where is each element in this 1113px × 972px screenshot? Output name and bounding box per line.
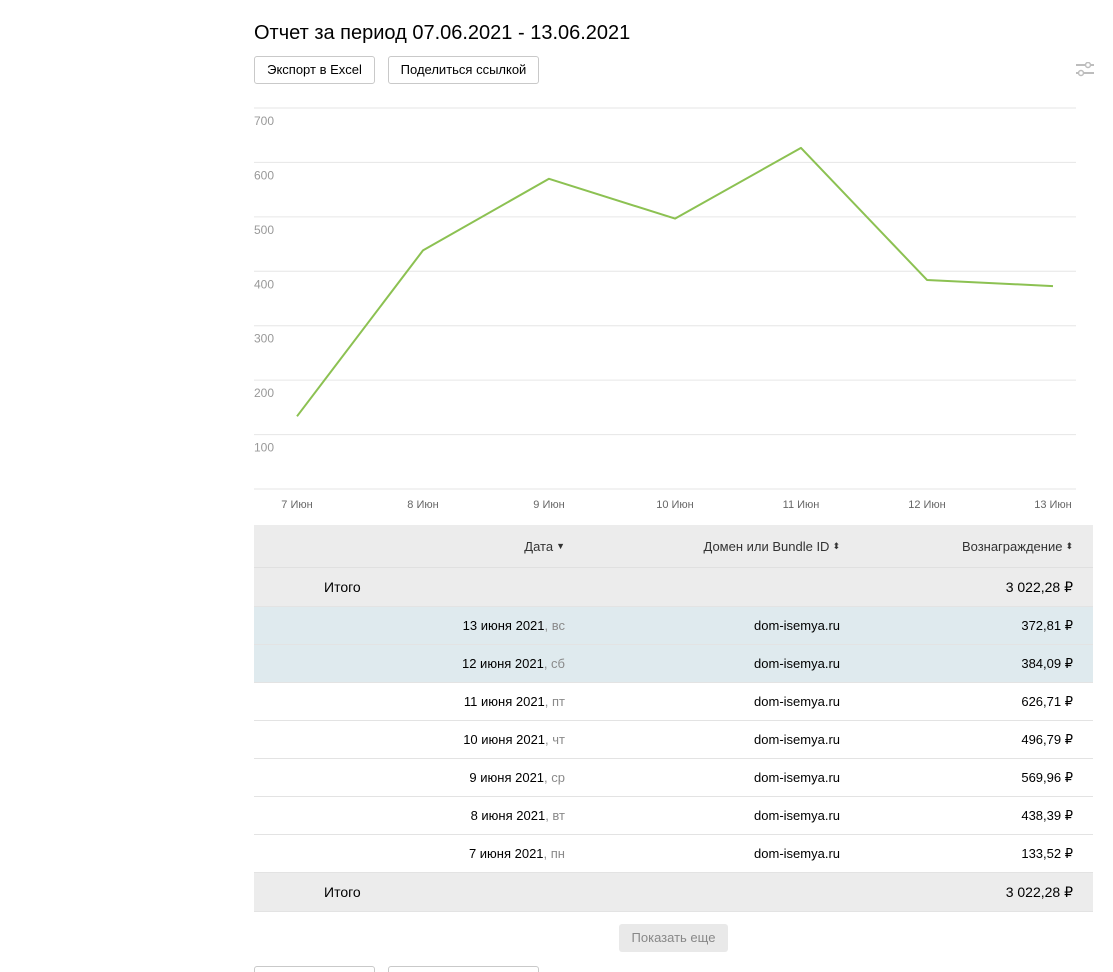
reward-header-label: Вознаграждение: [961, 538, 1063, 554]
share-link-button[interactable]: Поделиться ссылкой: [388, 56, 539, 84]
sort-desc-icon: ▼: [556, 541, 565, 551]
row-date: 8 июня 2021: [470, 808, 546, 823]
row-weekday: , ср: [544, 770, 565, 785]
x-tick-label: 9 Июн: [533, 499, 564, 511]
row-domain: dom-isemya.ru: [754, 770, 840, 785]
x-tick-label: 13 Июн: [1034, 499, 1072, 511]
row-date: 7 июня 2021: [468, 846, 544, 861]
row-weekday: , пт: [544, 694, 565, 709]
row-domain: dom-isemya.ru: [754, 694, 840, 709]
y-tick-label: 400: [254, 277, 274, 291]
row-reward: 626,71 ₽: [1021, 693, 1073, 709]
x-tick-label: 8 Июн: [407, 499, 438, 511]
row-weekday: , пн: [543, 846, 565, 861]
row-domain: dom-isemya.ru: [754, 846, 840, 861]
x-tick-label: 12 Июн: [908, 499, 946, 511]
total-value: 3 022,28 ₽: [1005, 883, 1073, 900]
row-weekday: , чт: [545, 732, 565, 747]
y-tick-label: 600: [254, 168, 274, 182]
export-excel-button-bottom[interactable]: [254, 966, 375, 972]
table-row[interactable]: 13 июня 2021, вс dom-isemya.ru 372,81 ₽: [254, 607, 1093, 645]
table-row[interactable]: 12 июня 2021, сб dom-isemya.ru 384,09 ₽: [254, 645, 1093, 683]
row-domain: dom-isemya.ru: [754, 618, 840, 633]
date-header-label: Дата: [524, 538, 554, 554]
sort-toggle-icon: ⬍: [1065, 540, 1073, 551]
domain-column-header[interactable]: Домен или Bundle ID ⬍: [704, 525, 841, 567]
row-domain: dom-isemya.ru: [754, 808, 840, 823]
table-header-row: Дата ▼ Домен или Bundle ID ⬍ Вознагражде…: [254, 525, 1093, 568]
reward-line-chart: 700 600 500 400 300 200 100 7 Июн 8 Июн 9 Июн 10 И…: [254, 100, 1076, 520]
series-line: [296, 146, 1054, 417]
row-reward: 133,52 ₽: [1021, 845, 1073, 861]
row-reward: 372,81 ₽: [1021, 617, 1073, 633]
row-reward: 384,09 ₽: [1021, 655, 1073, 671]
row-weekday: , вс: [544, 618, 565, 633]
total-label: Итого: [324, 884, 361, 900]
y-tick-label: 700: [254, 114, 274, 128]
show-more-button[interactable]: Показать еще: [619, 924, 728, 952]
y-tick-label: 200: [254, 386, 274, 400]
row-domain: dom-isemya.ru: [754, 656, 840, 671]
page-title: Отчет за период 07.06.2021 - 13.06.2021: [254, 22, 631, 44]
sliders-icon[interactable]: [1076, 61, 1094, 78]
x-tick-label: 7 Июн: [281, 499, 312, 511]
x-tick-label: 11 Июн: [783, 499, 820, 511]
total-row-bottom: Итого 3 022,28 ₽: [254, 873, 1093, 912]
share-link-button-bottom[interactable]: [388, 966, 539, 972]
row-domain: dom-isemya.ru: [754, 732, 840, 747]
row-reward: 569,96 ₽: [1021, 769, 1073, 785]
table-row[interactable]: 11 июня 2021, пт dom-isemya.ru 626,71 ₽: [254, 683, 1093, 721]
y-tick-label: 500: [254, 223, 274, 237]
domain-header-label: Домен или Bundle ID: [703, 538, 830, 554]
row-date: 12 июня 2021: [461, 656, 544, 671]
total-row-top: Итого 3 022,28 ₽: [254, 568, 1093, 607]
row-date: 13 июня 2021: [462, 618, 545, 633]
y-tick-label: 100: [254, 441, 274, 455]
row-reward: 438,39 ₽: [1021, 807, 1073, 823]
reward-column-header[interactable]: Вознаграждение ⬍: [962, 525, 1073, 567]
date-column-header[interactable]: Дата ▼: [524, 525, 565, 567]
sort-toggle-icon: ⬍: [832, 540, 840, 551]
row-weekday: , вт: [545, 808, 565, 823]
row-date: 11 июня 2021: [463, 694, 545, 709]
table-row[interactable]: 9 июня 2021, ср dom-isemya.ru 569,96 ₽: [254, 759, 1093, 797]
table-row[interactable]: 7 июня 2021, пн dom-isemya.ru 133,52 ₽: [254, 835, 1093, 873]
export-excel-button[interactable]: Экспорт в Excel: [254, 56, 375, 84]
chart-svg: 700 600 500 400 300 200 100 7 Июн 8 Июн 9 Июн 10 И…: [254, 107, 1076, 511]
y-tick-label: 300: [254, 332, 274, 346]
table-row[interactable]: 10 июня 2021, чт dom-isemya.ru 496,79 ₽: [254, 721, 1093, 759]
total-label: Итого: [324, 579, 361, 595]
x-tick-label: 10 Июн: [656, 499, 694, 511]
report-table: Дата ▼ Домен или Bundle ID ⬍ Вознагражде…: [254, 525, 1093, 912]
row-date: 9 июня 2021: [469, 770, 545, 785]
total-value: 3 022,28 ₽: [1005, 578, 1073, 595]
table-row[interactable]: 8 июня 2021, вт dom-isemya.ru 438,39 ₽: [254, 797, 1093, 835]
row-weekday: , сб: [543, 656, 565, 671]
row-date: 10 июня 2021: [463, 732, 546, 747]
row-reward: 496,79 ₽: [1021, 731, 1073, 747]
